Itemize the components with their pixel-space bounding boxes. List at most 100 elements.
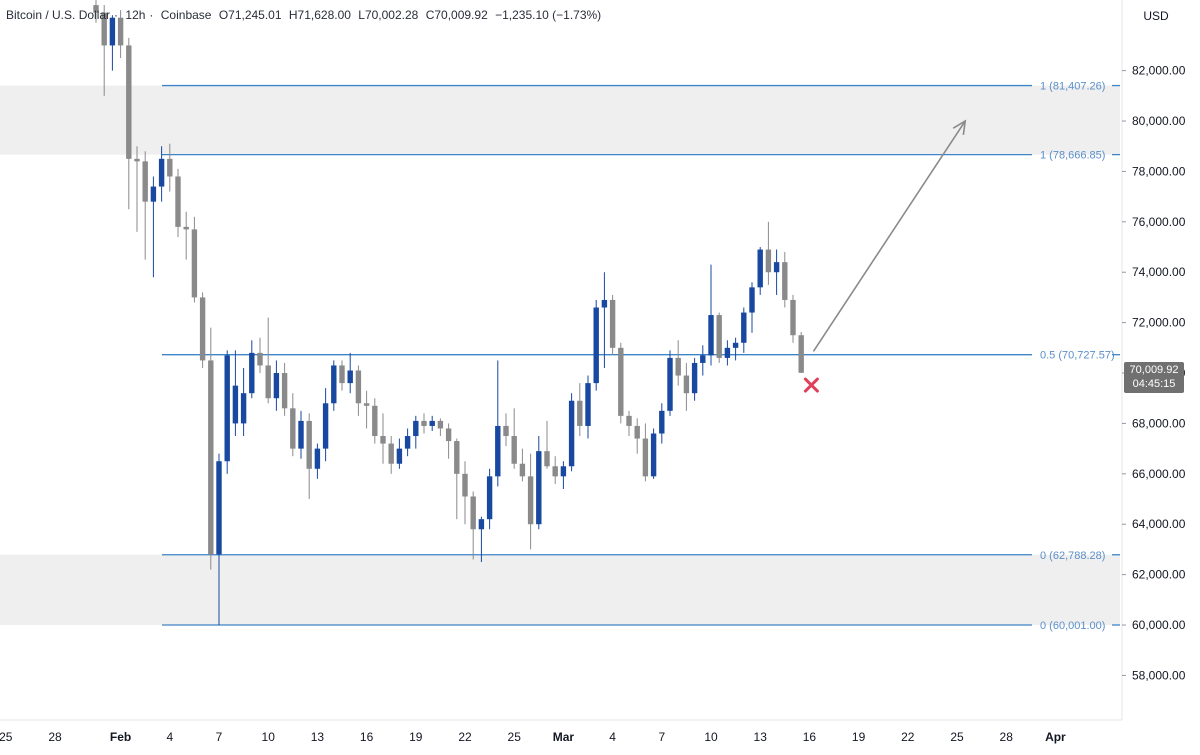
candle-body <box>609 299 616 348</box>
candle-body <box>495 425 501 477</box>
candle-body <box>306 420 312 469</box>
y-tick-label: 78,000.00 <box>1132 164 1186 178</box>
candle-body <box>388 443 394 464</box>
candle-body <box>486 476 493 520</box>
candle <box>732 337 739 361</box>
candle <box>134 146 140 232</box>
levels-layer: 1 (81,407.26) 1 (78,666.85) 0.5 (70,727.57… <box>162 81 1120 632</box>
candle <box>486 468 493 530</box>
y-tick-label: 74,000.00 <box>1132 265 1186 279</box>
candle <box>150 176 157 278</box>
candle <box>470 491 476 560</box>
cross-marker <box>803 377 819 393</box>
candle <box>650 428 657 479</box>
candle <box>675 340 681 386</box>
candle-body <box>265 365 271 399</box>
candle-body <box>798 335 804 373</box>
candle <box>634 418 640 454</box>
candle <box>191 216 198 303</box>
x-tick-label: 19 <box>852 730 866 744</box>
currency-button[interactable]: USD <box>1143 9 1169 23</box>
candle-body <box>101 12 107 46</box>
y-tick-label: 68,000.00 <box>1132 416 1186 430</box>
candle <box>216 453 222 625</box>
level-label: 0 (60,001.00) <box>1040 620 1105 632</box>
x-tick-label: 4 <box>609 730 616 744</box>
candle-body <box>109 17 116 46</box>
candle <box>249 340 255 399</box>
candle <box>544 420 550 469</box>
candle-body <box>724 347 731 358</box>
candle <box>527 453 534 550</box>
candle <box>257 337 263 374</box>
x-tick-label: 19 <box>409 730 423 744</box>
candle-body <box>650 433 657 477</box>
candle-body <box>519 463 526 477</box>
candle <box>331 360 337 411</box>
candle <box>601 272 608 368</box>
candle-body <box>208 360 214 555</box>
candle-body <box>93 5 99 13</box>
candle-body <box>167 158 173 177</box>
interval: 12h <box>125 8 146 22</box>
candle <box>142 151 148 260</box>
x-tick-label: 4 <box>166 730 173 744</box>
candle-body <box>347 370 353 384</box>
candle-body <box>708 315 714 356</box>
candle-body <box>437 420 444 429</box>
candle-body <box>224 355 230 462</box>
projection-arrow <box>812 120 966 352</box>
candle <box>741 307 747 353</box>
candle <box>437 418 444 437</box>
candle <box>388 436 394 474</box>
symbol-name[interactable]: Bitcoin / U.S. Dollar <box>6 8 111 22</box>
change-value: −1,235.10 (−1.73%) <box>495 8 602 22</box>
candle-body <box>773 262 780 273</box>
candle-body <box>527 476 534 525</box>
y-tick-label: 76,000.00 <box>1132 215 1186 229</box>
candle <box>126 37 132 210</box>
candle-body <box>749 287 755 313</box>
candle-body <box>380 436 386 444</box>
candle <box>339 360 345 391</box>
x-tick-label: 25 <box>508 730 522 744</box>
candle-body <box>429 420 435 426</box>
candle <box>158 146 165 202</box>
y-tick-label: 80,000.00 <box>1132 114 1186 128</box>
candle <box>167 143 173 192</box>
candle <box>568 393 575 472</box>
candle-body <box>322 403 329 449</box>
candle <box>716 312 722 363</box>
candle-body <box>232 385 239 424</box>
axis-layer: 58,000.00 60,000.00 62,000.00 64,000.00 66,0… <box>0 0 1186 744</box>
candle <box>503 413 509 447</box>
candle <box>396 438 403 469</box>
candle-body <box>618 347 624 416</box>
candle <box>355 365 362 416</box>
candle <box>199 292 206 368</box>
y-tick-label: 72,000.00 <box>1132 316 1186 330</box>
candle-body <box>396 448 403 464</box>
candle-body <box>273 373 280 399</box>
level-label: 0.5 (70,727.57) <box>1040 350 1115 362</box>
candle <box>404 428 411 457</box>
candle-body <box>560 466 567 477</box>
candle <box>421 413 427 434</box>
candle-body <box>298 420 304 449</box>
candle-body <box>585 383 591 426</box>
candle <box>290 393 296 457</box>
candle-body <box>134 158 140 162</box>
level-label: 1 (78,666.85) <box>1040 150 1105 162</box>
candle-body <box>142 161 148 202</box>
candle <box>93 0 99 23</box>
candle <box>454 438 460 520</box>
candle-body <box>675 357 681 376</box>
high-value: H71,628.00 <box>288 8 351 22</box>
candle-body <box>667 357 673 411</box>
candle-body <box>199 297 206 361</box>
x-tick-label: 13 <box>754 730 768 744</box>
candle-body <box>642 438 649 477</box>
x-tick-label: 10 <box>704 730 718 744</box>
